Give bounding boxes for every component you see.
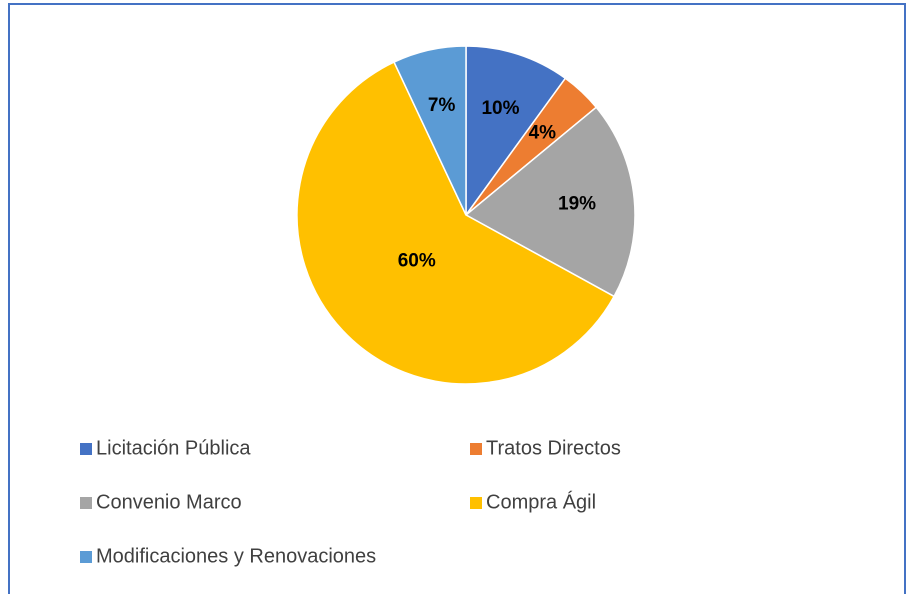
- legend-label: Licitación Pública: [96, 437, 251, 459]
- legend-swatch: [80, 443, 92, 455]
- pie-slice: [296, 61, 616, 385]
- legend-swatch: [80, 551, 92, 563]
- legend-label: Convenio Marco: [96, 491, 242, 513]
- legend-label: Tratos Directos: [486, 437, 621, 459]
- pie-slice: [393, 45, 467, 216]
- pie-slice: [465, 45, 567, 218]
- pie-slice: [464, 106, 636, 298]
- data-label: 7%: [428, 95, 456, 116]
- frame: [8, 3, 906, 594]
- data-label: 4%: [529, 123, 557, 144]
- legend-label: Modificaciones y Renovaciones: [96, 545, 376, 567]
- data-label: 60%: [398, 250, 436, 271]
- data-label: 10%: [481, 98, 519, 119]
- legend-swatch: [470, 443, 482, 455]
- legend-label: Compra Ágil: [486, 490, 596, 513]
- data-label: 19%: [558, 194, 596, 215]
- legend-swatch: [80, 497, 92, 509]
- legend-swatch: [470, 497, 482, 509]
